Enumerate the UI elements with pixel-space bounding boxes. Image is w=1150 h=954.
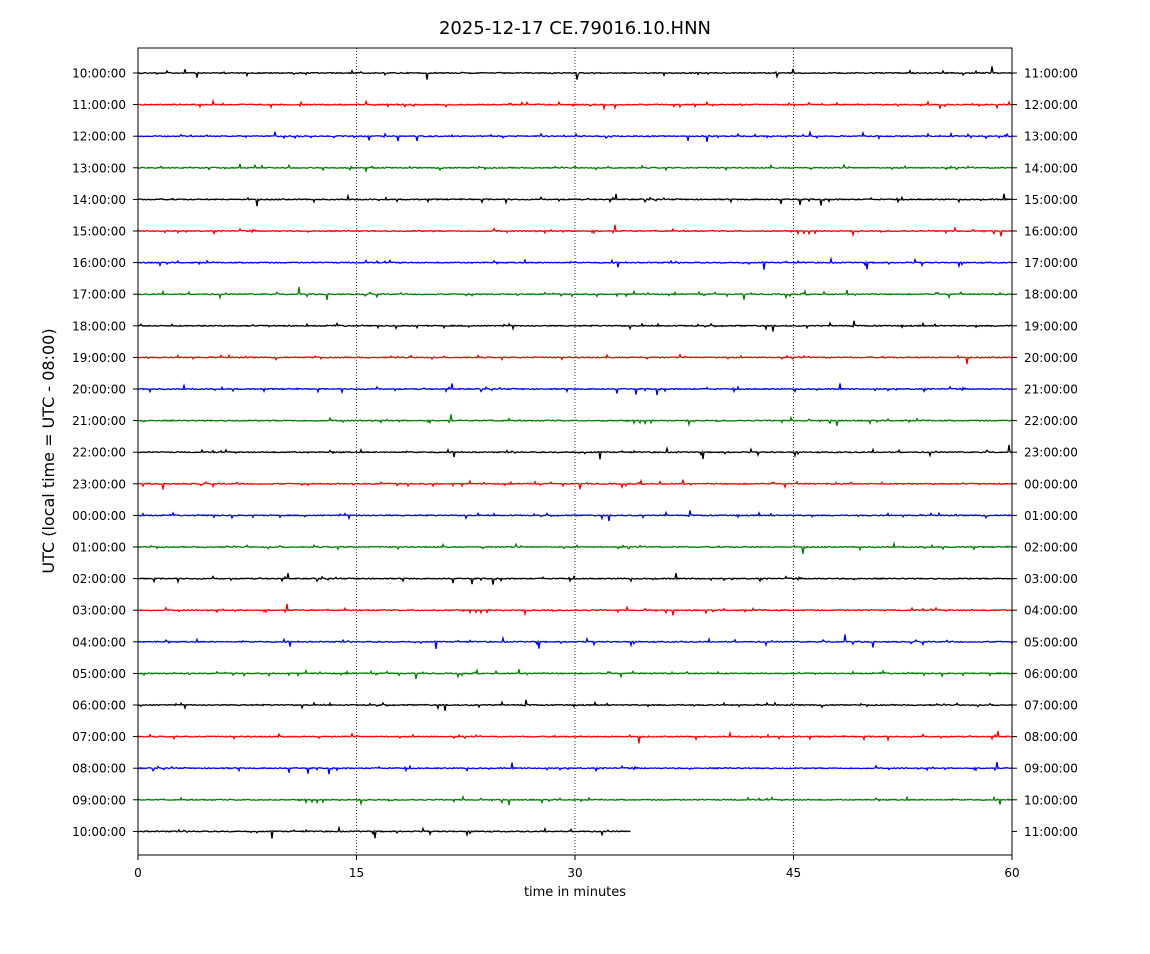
row-label-right: 17:00:00 bbox=[1024, 256, 1078, 270]
row-label-right: 08:00:00 bbox=[1024, 730, 1078, 744]
trace-row bbox=[137, 382, 1013, 396]
row-label-right: 03:00:00 bbox=[1024, 572, 1078, 586]
row-label-right: 18:00:00 bbox=[1024, 288, 1078, 302]
y-axis-label: UTC (local time = UTC - 08:00) bbox=[39, 328, 58, 573]
trace-row bbox=[137, 634, 1013, 649]
row-label-right: 11:00:00 bbox=[1024, 825, 1078, 839]
row-label-right: 23:00:00 bbox=[1024, 446, 1078, 460]
row-label-left: 20:00:00 bbox=[72, 383, 126, 397]
row-label-right: 10:00:00 bbox=[1024, 793, 1078, 807]
plot-frame bbox=[137, 47, 1013, 856]
row-label-right: 07:00:00 bbox=[1024, 699, 1078, 713]
row-label-left: 04:00:00 bbox=[72, 635, 126, 649]
row-label-right: 14:00:00 bbox=[1024, 161, 1078, 175]
trace-row bbox=[137, 256, 1013, 270]
trace-row bbox=[137, 825, 631, 839]
row-label-left: 06:00:00 bbox=[72, 699, 126, 713]
trace-row bbox=[137, 193, 1013, 207]
trace-row bbox=[137, 761, 1013, 775]
row-label-left: 18:00:00 bbox=[72, 319, 126, 333]
trace-row bbox=[137, 98, 1013, 112]
x-tick-label: 45 bbox=[786, 866, 801, 880]
trace-row bbox=[137, 510, 1013, 522]
row-label-right: 21:00:00 bbox=[1024, 383, 1078, 397]
trace-row bbox=[137, 352, 1013, 365]
trace-row bbox=[137, 572, 1013, 585]
row-label-left: 00:00:00 bbox=[72, 509, 126, 523]
x-tick-label: 30 bbox=[567, 866, 582, 880]
row-label-right: 16:00:00 bbox=[1024, 225, 1078, 239]
x-tick-label: 60 bbox=[1004, 866, 1019, 880]
row-label-left: 03:00:00 bbox=[72, 604, 126, 618]
trace-row bbox=[137, 414, 1013, 428]
grid-lines bbox=[356, 48, 794, 855]
row-label-right: 22:00:00 bbox=[1024, 414, 1078, 428]
trace-row bbox=[137, 224, 1013, 238]
row-label-right: 09:00:00 bbox=[1024, 762, 1078, 776]
row-label-right: 11:00:00 bbox=[1024, 67, 1078, 81]
trace-row bbox=[137, 320, 1013, 332]
trace-row bbox=[137, 478, 1013, 490]
row-label-left: 19:00:00 bbox=[72, 351, 126, 365]
row-label-left: 22:00:00 bbox=[72, 446, 126, 460]
row-label-left: 13:00:00 bbox=[72, 161, 126, 175]
trace-row bbox=[137, 129, 1013, 142]
trace-row bbox=[137, 730, 1013, 744]
row-label-left: 11:00:00 bbox=[72, 98, 126, 112]
row-label-right: 01:00:00 bbox=[1024, 509, 1078, 523]
trace-row bbox=[137, 668, 1013, 679]
trace-row bbox=[137, 286, 1013, 300]
row-label-right: 19:00:00 bbox=[1024, 319, 1078, 333]
x-tick-label: 0 bbox=[134, 866, 142, 880]
row-label-left: 16:00:00 bbox=[72, 256, 126, 270]
row-label-left: 02:00:00 bbox=[72, 572, 126, 586]
row-label-left: 05:00:00 bbox=[72, 667, 126, 681]
row-label-left: 14:00:00 bbox=[72, 193, 126, 207]
row-label-left: 17:00:00 bbox=[72, 288, 126, 302]
row-label-right: 05:00:00 bbox=[1024, 635, 1078, 649]
row-label-right: 00:00:00 bbox=[1024, 477, 1078, 491]
row-label-left: 21:00:00 bbox=[72, 414, 126, 428]
row-label-left: 23:00:00 bbox=[72, 477, 126, 491]
row-label-left: 09:00:00 bbox=[72, 793, 126, 807]
trace-row bbox=[137, 699, 1013, 711]
row-label-right: 20:00:00 bbox=[1024, 351, 1078, 365]
trace-row bbox=[137, 66, 1013, 80]
seismic-traces bbox=[137, 66, 1013, 839]
trace-row bbox=[137, 603, 1013, 617]
x-axis-label: time in minutes bbox=[524, 885, 626, 900]
row-label-right: 02:00:00 bbox=[1024, 541, 1078, 555]
chart-title: 2025-12-17 CE.79016.10.HNN bbox=[439, 18, 711, 39]
row-label-left: 08:00:00 bbox=[72, 762, 126, 776]
row-label-left: 01:00:00 bbox=[72, 541, 126, 555]
trace-row bbox=[137, 444, 1013, 460]
row-label-right: 06:00:00 bbox=[1024, 667, 1078, 681]
row-label-right: 12:00:00 bbox=[1024, 98, 1078, 112]
trace-row bbox=[137, 794, 1013, 807]
row-label-left: 10:00:00 bbox=[72, 825, 126, 839]
row-label-left: 15:00:00 bbox=[72, 225, 126, 239]
row-label-right: 13:00:00 bbox=[1024, 130, 1078, 144]
row-label-right: 04:00:00 bbox=[1024, 604, 1078, 618]
axis-ticks: 0 15 30 45 60 10:00:00 11:00:00 11:00:00 12:00:0… bbox=[72, 67, 1078, 881]
row-label-left: 07:00:00 bbox=[72, 730, 126, 744]
row-label-left: 10:00:00 bbox=[72, 67, 126, 81]
row-label-right: 15:00:00 bbox=[1024, 193, 1078, 207]
x-tick-label: 15 bbox=[349, 866, 364, 880]
trace-row bbox=[137, 540, 1013, 554]
row-label-left: 12:00:00 bbox=[72, 130, 126, 144]
trace-row bbox=[137, 163, 1013, 174]
